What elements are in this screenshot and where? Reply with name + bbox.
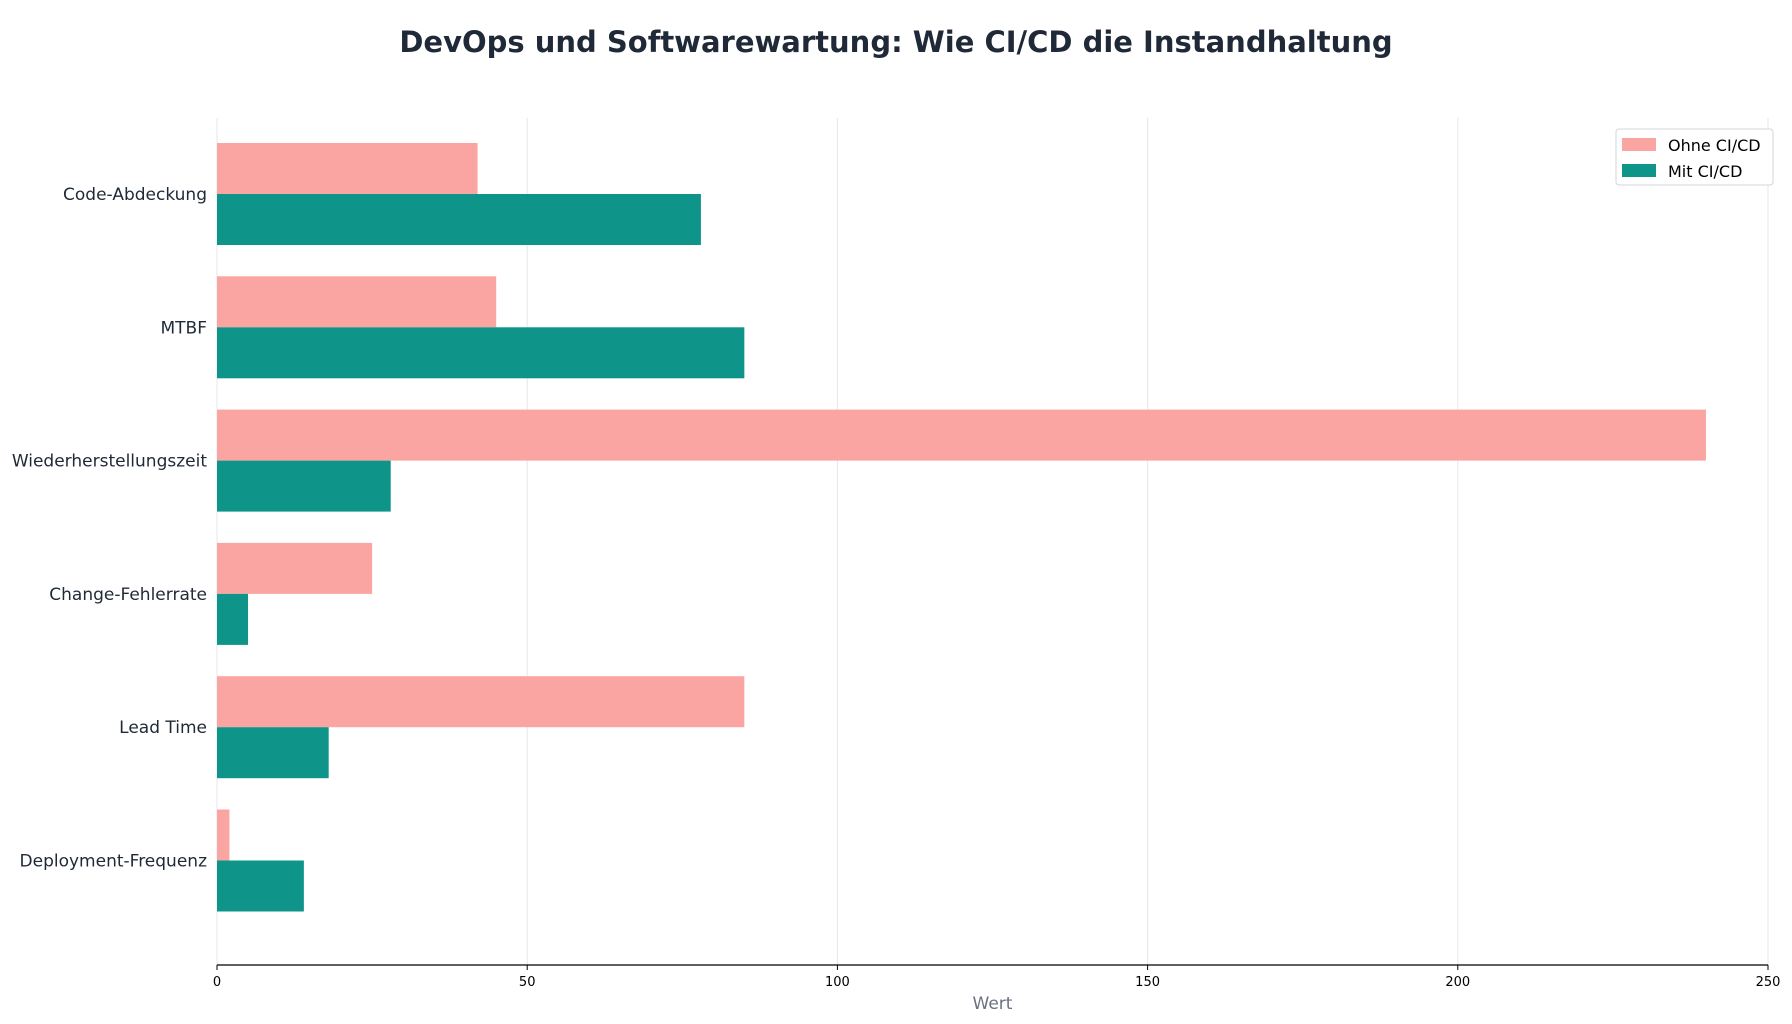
category-label: Deployment-Frequenz [20,852,208,872]
bar-ohne-cicd [217,676,745,728]
bar-ohne-cicd [217,542,373,594]
x-tick-label: 250 [1756,975,1781,990]
category-label: Wiederherstellungszeit [12,452,208,472]
bar-mit-cicd [217,860,304,912]
legend-swatch-mit-cicd [1622,164,1656,177]
bars [217,143,1706,912]
x-ticks: 0 50 100 150 200 250 [213,965,1781,990]
bar-mit-cicd [217,593,249,645]
legend-swatch-ohne-cicd [1622,138,1656,151]
x-tick-label: 100 [825,975,850,990]
bar-mit-cicd [217,327,745,379]
bar-ohne-cicd [217,409,1706,461]
bar-ohne-cicd [217,809,230,861]
category-label: Change-Fehlerrate [49,585,207,605]
bar-mit-cicd [217,460,391,512]
category-label: Lead Time [119,718,207,738]
x-tick-label: 200 [1445,975,1470,990]
bar-ohne-cicd [217,143,478,194]
legend-label-mit-cicd: Mit CI/CD [1668,162,1742,181]
category-label: MTBF [161,318,208,338]
grid-lines [216,118,1769,965]
category-label: Code-Abdeckung [63,185,207,205]
chart-title: DevOps und Softwarewartung: Wie CI/CD di… [399,25,1392,59]
x-tick-label: 0 [213,975,221,990]
x-axis-label: Wert [973,994,1013,1014]
bar-ohne-cicd [217,276,497,328]
bar-mit-cicd [217,194,701,245]
category-labels: Code-Abdeckung MTBF Wiederherstellungszeit… [12,185,208,872]
legend-label-ohne-cicd: Ohne CI/CD [1668,136,1761,155]
x-tick-label: 50 [519,975,536,990]
bar-mit-cicd [217,727,329,779]
x-tick-label: 150 [1135,975,1160,990]
legend: Ohne CI/CD Mit CI/CD [1615,128,1774,186]
